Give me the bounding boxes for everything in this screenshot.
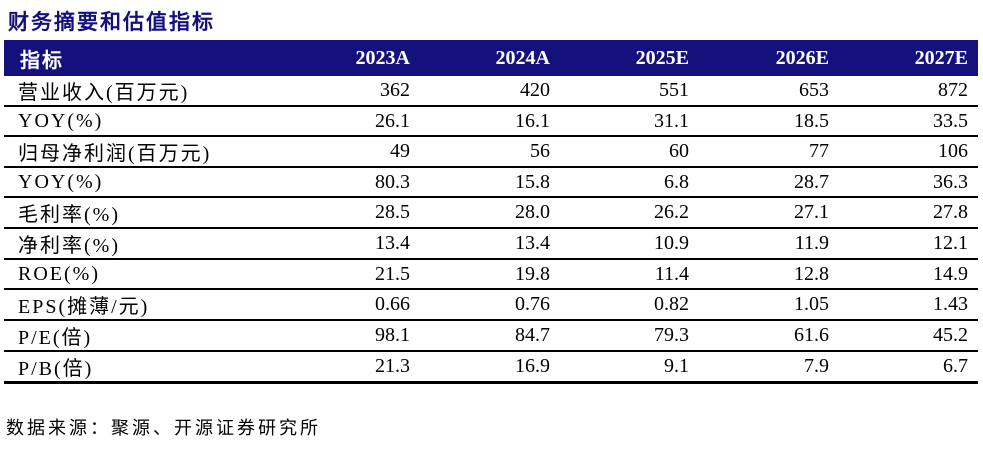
row-value: 21.3 [281, 351, 420, 384]
row-value: 27.1 [699, 197, 839, 229]
table-header-row: 指标 2023A 2024A 2025E 2026E 2027E [4, 40, 978, 76]
row-value: 10.9 [560, 228, 699, 260]
row-value: 27.8 [839, 197, 978, 229]
row-value: 1.05 [699, 289, 839, 321]
row-value: 28.0 [420, 197, 560, 229]
row-value: 15.8 [420, 167, 560, 198]
row-value: 80.3 [281, 167, 420, 198]
row-value: 60 [560, 136, 699, 168]
header-cell-year-2026E: 2026E [775, 46, 829, 69]
row-label: YOY(%) [4, 106, 281, 137]
table-row: 净利率(%) 13.4 13.4 10.9 11.9 12.1 [4, 228, 978, 260]
row-value: 36.3 [839, 167, 978, 198]
header-cell-year-2025E: 2025E [635, 46, 689, 69]
header-cell-year-2024A: 2024A [495, 46, 550, 69]
page-title: 财务摘要和估值指标 [8, 10, 215, 34]
table-body: 营业收入(百万元) 362 420 551 653 872 YOY(%) 26.1 16.1 31… [4, 76, 978, 384]
data-source-note: 数据来源：聚源、开源证券研究所 [6, 418, 321, 438]
row-value: 49 [281, 136, 420, 168]
table-row: P/E(倍) 98.1 84.7 79.3 61.6 45.2 [4, 320, 978, 352]
row-value: 18.5 [699, 106, 839, 137]
row-value: 16.9 [420, 351, 560, 384]
row-value: 13.4 [420, 228, 560, 260]
row-value: 31.1 [560, 106, 699, 137]
row-value: 28.5 [281, 197, 420, 229]
row-value: 106 [839, 136, 978, 168]
table-row: YOY(%) 80.3 15.8 6.8 28.7 36.3 [4, 167, 978, 198]
table-row: 营业收入(百万元) 362 420 551 653 872 [4, 76, 978, 107]
row-value: 0.76 [420, 289, 560, 321]
row-value: 28.7 [699, 167, 839, 198]
row-value: 872 [839, 76, 978, 107]
table-head: 指标 2023A 2024A 2025E 2026E 2027E [4, 40, 978, 76]
row-value: 0.66 [281, 289, 420, 321]
header-cell-metric: 指标 [20, 49, 64, 72]
row-value: 13.4 [281, 228, 420, 260]
row-value: 362 [281, 76, 420, 107]
row-value: 19.8 [420, 259, 560, 290]
row-value: 61.6 [699, 320, 839, 352]
table-row: EPS(摊薄/元) 0.66 0.76 0.82 1.05 1.43 [4, 289, 978, 321]
header-cell-year-2027E: 2027E [914, 46, 968, 69]
row-value: 98.1 [281, 320, 420, 352]
row-value: 26.1 [281, 106, 420, 137]
row-label: ROE(%) [4, 259, 281, 290]
row-value: 9.1 [560, 351, 699, 384]
row-label: 归母净利润(百万元) [4, 136, 281, 168]
row-value: 7.9 [699, 351, 839, 384]
row-value: 6.8 [560, 167, 699, 198]
row-value: 56 [420, 136, 560, 168]
row-label: 毛利率(%) [4, 197, 281, 229]
row-label: P/B(倍) [4, 351, 281, 384]
row-value: 1.43 [839, 289, 978, 321]
row-label: YOY(%) [4, 167, 281, 198]
financial-summary-table: 指标 2023A 2024A 2025E 2026E 2027E 营业收入(百万元) 362… [4, 40, 978, 384]
row-value: 11.9 [699, 228, 839, 260]
row-value: 12.8 [699, 259, 839, 290]
table-row: 归母净利润(百万元) 49 56 60 77 106 [4, 136, 978, 168]
row-value: 11.4 [560, 259, 699, 290]
row-value: 79.3 [560, 320, 699, 352]
table-row: ROE(%) 21.5 19.8 11.4 12.8 14.9 [4, 259, 978, 290]
row-value: 21.5 [281, 259, 420, 290]
row-label: 营业收入(百万元) [4, 76, 281, 107]
row-value: 653 [699, 76, 839, 107]
row-value: 77 [699, 136, 839, 168]
header-cell-year-2023A: 2023A [355, 46, 410, 69]
row-value: 6.7 [839, 351, 978, 384]
row-value: 16.1 [420, 106, 560, 137]
row-value: 420 [420, 76, 560, 107]
row-value: 33.5 [839, 106, 978, 137]
row-value: 0.82 [560, 289, 699, 321]
row-value: 45.2 [839, 320, 978, 352]
row-label: P/E(倍) [4, 320, 281, 352]
table-row: P/B(倍) 21.3 16.9 9.1 7.9 6.7 [4, 351, 978, 384]
table-row: 毛利率(%) 28.5 28.0 26.2 27.1 27.8 [4, 197, 978, 229]
row-value: 12.1 [839, 228, 978, 260]
row-value: 26.2 [560, 197, 699, 229]
row-value: 84.7 [420, 320, 560, 352]
row-value: 551 [560, 76, 699, 107]
row-value: 14.9 [839, 259, 978, 290]
table-row: YOY(%) 26.1 16.1 31.1 18.5 33.5 [4, 106, 978, 137]
row-label: 净利率(%) [4, 228, 281, 260]
row-label: EPS(摊薄/元) [4, 289, 281, 321]
